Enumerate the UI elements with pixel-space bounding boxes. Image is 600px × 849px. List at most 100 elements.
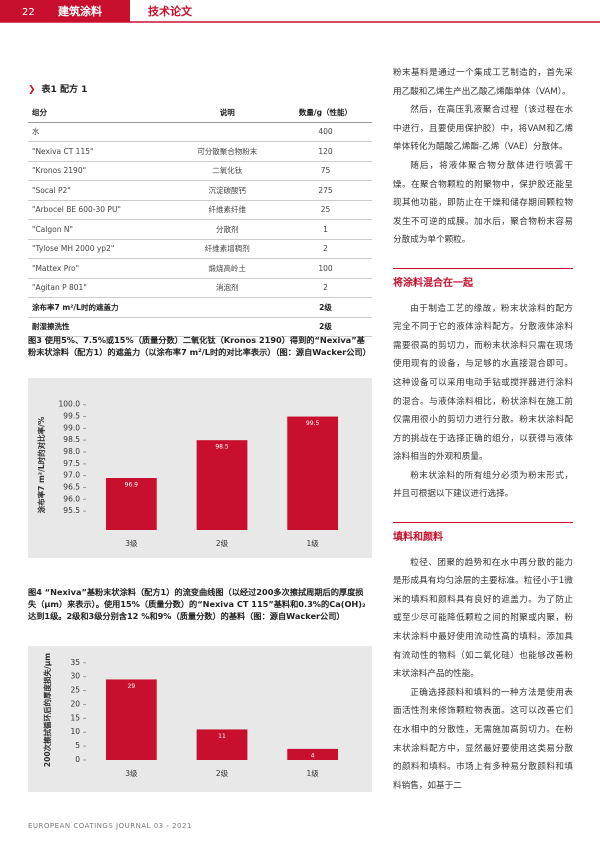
y-tick-label: 95.5 <box>63 506 80 515</box>
y-tick-label: 30 <box>70 672 80 681</box>
table-row: "Kronos 2190" 二氧化钛 75 <box>28 161 372 181</box>
table-cell: 纤维素增稠剂 <box>175 239 279 259</box>
table-cell: 120 <box>278 141 372 162</box>
table-cell: "Arbocel BE 600-30 PU" <box>28 200 176 220</box>
table-row: "Arbocel BE 600-30 PU" 纤维素纤维 25 <box>28 200 372 220</box>
data-label: 99.5 <box>306 420 320 427</box>
y-axis-label: 200次擦拭循环后的厚度损失/μm <box>42 653 52 767</box>
table-row: "Calgon N" 分散剂 1 <box>28 219 372 240</box>
bar <box>287 748 339 760</box>
table-cell: 二氧化钛 <box>175 161 279 181</box>
table-cell: "Nexiva CT 115" <box>28 141 176 162</box>
table-title: 表1 配方 1 <box>41 85 88 95</box>
table-row: "Socal P2" 沉淀碳酸钙 275 <box>28 180 372 201</box>
column-header: 组分 <box>28 103 176 123</box>
y-tick-label: 99.0 <box>63 423 80 432</box>
chart-background <box>28 646 372 792</box>
bar <box>105 679 157 760</box>
y-tick-label: 0 <box>75 755 80 764</box>
page-number: 22 <box>22 7 35 18</box>
y-tick-label: 96.0 <box>63 494 80 503</box>
table-row: 涂布率7 m²/L时的遮盖力 2级 <box>28 297 372 318</box>
figure-caption: 图3 使用5%、7.5%或15%（质量分数）二氧化钛（Kronos 2190）得… <box>28 335 371 357</box>
x-tick-label: 1级 <box>307 538 320 548</box>
y-tick-label: 100.0 <box>59 400 81 409</box>
table-cell <box>175 122 279 142</box>
bar <box>196 729 248 760</box>
bar <box>196 440 248 530</box>
section-heading: 将涂料混合在一起 <box>393 267 573 294</box>
bar <box>287 416 339 530</box>
table: 组分 说明 数量/g（性能）水 400 "Nexiva CT 115" 可分散聚合物粉末 1… <box>28 103 372 337</box>
paragraph: 随后，将液体聚合物分散体进行喷雾干燥。在聚合物颗粒的附聚物中，保护胶还能呈现其他… <box>393 160 573 246</box>
table-cell: 消泡剂 <box>175 278 279 298</box>
table-cell: 涂布率7 m²/L时的遮盖力 <box>28 297 176 318</box>
y-tick-label: 98.5 <box>63 435 80 444</box>
table-body: 水 400 "Nexiva CT 115" 可分散聚合物粉末 120 "Kronos 21… <box>28 122 372 337</box>
y-tick-label: 97.5 <box>63 459 80 468</box>
y-tick-label: 5 <box>75 741 80 750</box>
paragraph: 然后，在高压乳液聚合过程（该过程在水中进行，且要使用保护胶）中，将VAM和乙烯单… <box>393 105 573 153</box>
table-row: "Agitan P 801" 消泡剂 2 <box>28 278 372 298</box>
y-tick-label: 99.5 <box>63 412 80 421</box>
table-cell: "Mattex Pro" <box>28 258 176 279</box>
section-name: 建筑涂料 <box>58 4 102 18</box>
y-tick-label: 15 <box>70 713 80 722</box>
data-label: 29 <box>128 683 136 690</box>
table-cell: 25 <box>278 200 372 220</box>
table-cell: 2级 <box>278 317 372 337</box>
section-heading: 填料和颜料 <box>393 522 573 548</box>
table-row: "Tylose MH 2000 yp2" 纤维素增稠剂 2 <box>28 239 372 259</box>
y-tick-label: 10 <box>70 727 80 736</box>
x-tick-label: 1级 <box>307 768 320 778</box>
table-cell: 75 <box>278 161 372 181</box>
table-cell: "Calgon N" <box>28 219 176 240</box>
footer: EUROPEAN COATINGS JOURNAL 03 - 2021 <box>28 822 192 830</box>
table-cell: 2 <box>278 239 372 259</box>
chart: 100.0 99.5 99.0 98.5 98.0 97.5 97.0 96.5 96.0 95.… <box>28 378 372 558</box>
x-tick-label: 2级 <box>216 538 229 548</box>
table-cell: "Agitan P 801" <box>28 278 176 298</box>
table-cell: 分散剂 <box>175 219 279 240</box>
y-tick-label: 97.0 <box>63 471 80 480</box>
header-row: 组分 说明 数量/g（性能） <box>28 103 372 123</box>
x-tick-label: 2级 <box>216 768 229 778</box>
chart: 35 30 25 20 15 10 5 0 200次擦拭循环后的厚度损失/μm 29 3级 11 2级 4… <box>28 646 372 792</box>
column-header: 数量/g（性能） <box>278 103 372 123</box>
y-tick-label: 25 <box>70 686 80 695</box>
paragraph: 正确选择颜料和填料的一种方法是使用表面活性剂来修饰颗粒物表面。这可以改善它们在水… <box>393 687 573 791</box>
table-row: "Mattex Pro" 煅烧高岭土 100 <box>28 258 372 279</box>
table-cell: 2 <box>278 278 372 298</box>
paragraph: 由于制造工艺的缘故，粉末状涂料的配方完全不同于它的液体涂料配方。分散液体涂料需要… <box>393 303 573 463</box>
table-cell: 煅烧高岭土 <box>175 258 279 279</box>
table-cell: 100 <box>278 258 372 279</box>
y-tick-label: 20 <box>70 699 80 708</box>
table-cell: "Kronos 2190" <box>28 161 176 181</box>
table-cell: 1 <box>278 219 372 240</box>
table-title-row: ❯ 表1 配方 1 <box>28 82 372 95</box>
data-label: 11 <box>218 733 226 740</box>
table-cell: 400 <box>278 122 372 142</box>
y-tick-label: 96.5 <box>63 482 80 491</box>
table-row: 水 400 <box>28 122 372 142</box>
paragraph: 粒径、团聚的趋势和在水中再分散的能力是形成具有均匀涂层的主要标准。粒径小于1微米… <box>393 557 573 680</box>
table-cell: 纤维素纤维 <box>175 200 279 220</box>
bullet: ❯ <box>28 85 36 95</box>
data-label: 96.9 <box>125 482 139 489</box>
figure-caption: 图4 “Nexiva”基粉末状涂料（配方1）的流变曲线图（以经过200多次擦拭周… <box>28 587 366 621</box>
category-name: 技术论文 <box>148 4 193 18</box>
paragraph: 粉末基料是通过一个集成工艺制造的，首先采用乙酸和乙烯生产出乙酸乙烯酯单体（VAM… <box>393 68 573 97</box>
table-cell <box>175 317 279 337</box>
y-tick-label: 35 <box>70 658 80 667</box>
y-axis-label: 涂布率7 m²/L时的对比率/% <box>36 416 46 513</box>
paragraph: 粉末状涂料的所有组分必须为粉末形式，并且可根据以下建议进行选择。 <box>393 470 573 500</box>
table-cell: 275 <box>278 180 372 201</box>
header-band <box>0 0 130 22</box>
table-row: "Nexiva CT 115" 可分散聚合物粉末 120 <box>28 141 372 162</box>
table-cell: "Socal P2" <box>28 180 176 201</box>
table-cell: "Tylose MH 2000 yp2" <box>28 239 176 259</box>
table-cell: 2级 <box>278 297 372 318</box>
formulation-table: ❯ 表1 配方 1 组分 说明 数量/g（性能）水 400 "Nexiva CT 115"… <box>28 82 372 337</box>
table-cell: 水 <box>28 122 176 142</box>
